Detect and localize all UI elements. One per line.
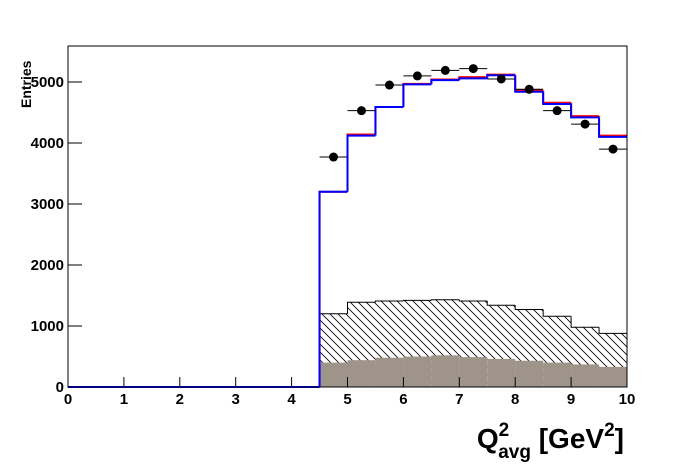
step-bin (318, 190, 348, 387)
data-point (580, 119, 590, 129)
step-bin (542, 91, 572, 105)
filled-bin (319, 362, 348, 387)
y-tick-label: 5000 (31, 74, 64, 91)
hatched-outline (514, 305, 544, 311)
filled-bin (375, 357, 404, 387)
step-bin (374, 106, 404, 136)
x-tick-label: 2 (176, 391, 184, 408)
x-label-unit-sup: 2 (604, 420, 615, 441)
y-tick-label: 3000 (31, 196, 64, 213)
data-point (412, 71, 422, 81)
x-label-unit: [GeV (531, 423, 604, 454)
y-tick-label: 0 (56, 379, 64, 396)
hatched-outline (598, 327, 627, 334)
y-tick-label: 2000 (31, 257, 64, 274)
data-point (552, 106, 562, 116)
filled-bin (515, 360, 544, 387)
x-tick-label: 5 (343, 391, 351, 408)
x-tick-label: 4 (287, 391, 296, 408)
step-bin (514, 75, 544, 93)
hatched-outline (430, 299, 460, 301)
data-point (384, 80, 394, 90)
step-bin (486, 74, 516, 79)
hatched-outline (486, 300, 516, 306)
hatched-outline (347, 301, 376, 314)
x-tick-label: 7 (455, 391, 463, 408)
hatched-outline (458, 299, 488, 302)
data-point (524, 84, 534, 94)
data-point (329, 152, 339, 162)
filled-bin (571, 364, 600, 387)
filled-bin (347, 360, 376, 387)
x-axis-label: Q2 avg [GeV2] (477, 420, 624, 463)
data-point (468, 64, 478, 74)
x-tick-label: 9 (567, 391, 575, 408)
step-bin (570, 103, 600, 119)
y-tick-label: 4000 (31, 135, 64, 152)
filled-bin (543, 362, 572, 387)
y-axis-label: Entries (18, 60, 34, 108)
x-tick-label: 10 (619, 391, 636, 408)
x-tick-label: 6 (399, 391, 407, 408)
step-bin (402, 83, 432, 108)
filled-bin (431, 355, 460, 387)
filled-bin (459, 357, 488, 387)
filled-bin (599, 366, 627, 387)
x-tick-label: 0 (64, 391, 72, 408)
x-tick-label: 8 (511, 391, 519, 408)
x-label-base: Q (477, 423, 499, 454)
x-label-sub: avg (498, 442, 531, 463)
x-tick-label: 1 (120, 391, 128, 408)
hatched-outline (570, 316, 600, 328)
step-bin (430, 79, 460, 85)
data-point (608, 144, 618, 154)
hatched-outline (374, 300, 404, 303)
filled-bin (403, 356, 432, 387)
filled-bin (487, 358, 516, 387)
x-tick-label: 3 (232, 391, 240, 408)
step-bin (346, 134, 376, 192)
x-label-close: ] (615, 423, 624, 454)
data-point (496, 74, 506, 84)
hatched-outline (542, 309, 572, 317)
y-tick-label: 1000 (31, 318, 64, 335)
x-label-sup: 2 (499, 420, 510, 441)
data-point (356, 106, 366, 116)
step-bin (458, 77, 488, 81)
hatched-outline (402, 299, 432, 301)
data-point (440, 65, 450, 75)
